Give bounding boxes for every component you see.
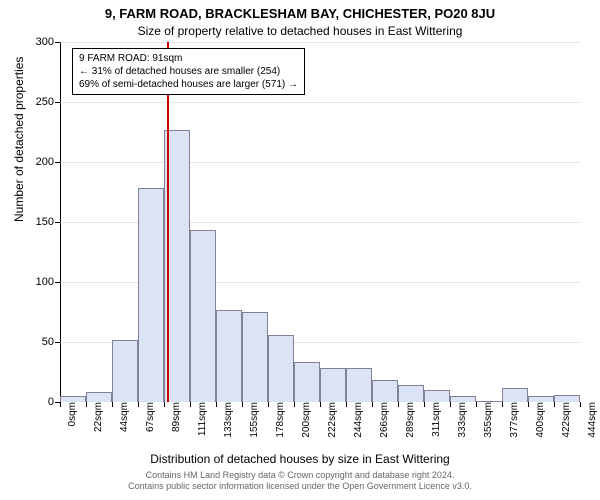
x-tick-mark <box>528 402 529 407</box>
x-tick-label: 422sqm <box>557 402 572 438</box>
x-tick-label: 200sqm <box>297 402 312 438</box>
x-tick-label: 111sqm <box>193 402 208 436</box>
x-tick-label: 155sqm <box>245 402 260 438</box>
x-tick-mark <box>294 402 295 407</box>
x-tick-mark <box>320 402 321 407</box>
x-tick-mark <box>216 402 217 407</box>
x-tick-mark <box>164 402 165 407</box>
x-tick-mark <box>60 402 61 407</box>
histogram-bar <box>86 392 112 402</box>
x-tick-mark <box>346 402 347 407</box>
y-tick-label: 100 <box>36 276 60 288</box>
footer-line-2: Contains public sector information licen… <box>0 481 600 492</box>
x-tick-label: 44sqm <box>115 402 130 432</box>
chart-title: 9, FARM ROAD, BRACKLESHAM BAY, CHICHESTE… <box>0 6 600 21</box>
chart-container: 9, FARM ROAD, BRACKLESHAM BAY, CHICHESTE… <box>0 0 600 500</box>
y-tick-label: 200 <box>36 156 60 168</box>
x-tick-mark <box>372 402 373 407</box>
x-tick-label: 377sqm <box>505 402 520 438</box>
x-tick-mark <box>398 402 399 407</box>
legend-box: 9 FARM ROAD: 91sqm ← 31% of detached hou… <box>72 48 305 95</box>
histogram-bar <box>502 388 528 402</box>
x-tick-label: 444sqm <box>583 402 598 438</box>
x-tick-mark <box>242 402 243 407</box>
x-tick-mark <box>112 402 113 407</box>
histogram-bar <box>216 310 242 402</box>
x-tick-label: 178sqm <box>271 402 286 438</box>
x-tick-label: 355sqm <box>479 402 494 438</box>
y-tick-label: 50 <box>42 336 60 348</box>
y-tick-label: 0 <box>48 396 60 408</box>
y-tick-label: 250 <box>36 96 60 108</box>
x-tick-mark <box>190 402 191 407</box>
x-tick-label: 266sqm <box>375 402 390 438</box>
y-axis-label: Number of detached properties <box>12 57 26 222</box>
y-tick-label: 300 <box>36 36 60 48</box>
x-tick-mark <box>268 402 269 407</box>
x-tick-label: 0sqm <box>63 402 78 426</box>
histogram-bar <box>320 368 346 402</box>
legend-line-1: 9 FARM ROAD: 91sqm <box>79 52 298 65</box>
reference-line <box>167 42 169 402</box>
x-tick-label: 133sqm <box>219 402 234 438</box>
x-tick-label: 400sqm <box>531 402 546 438</box>
legend-line-3: 69% of semi-detached houses are larger (… <box>79 78 298 91</box>
grid-line <box>60 102 580 103</box>
x-tick-label: 311sqm <box>427 402 442 437</box>
histogram-bar <box>268 335 294 402</box>
plot-area: 0501001502002503000sqm22sqm44sqm67sqm89s… <box>60 42 580 402</box>
x-tick-label: 333sqm <box>453 402 468 438</box>
x-tick-mark <box>502 402 503 407</box>
histogram-bar <box>138 188 164 402</box>
footer-line-1: Contains HM Land Registry data © Crown c… <box>0 470 600 481</box>
y-tick-label: 150 <box>36 216 60 228</box>
x-tick-mark <box>580 402 581 407</box>
x-tick-mark <box>424 402 425 407</box>
x-tick-mark <box>450 402 451 407</box>
histogram-bar <box>398 385 424 402</box>
histogram-bar <box>294 362 320 402</box>
x-tick-label: 89sqm <box>167 402 182 432</box>
histogram-bar <box>554 395 580 402</box>
x-axis-label: Distribution of detached houses by size … <box>0 452 600 466</box>
chart-subtitle: Size of property relative to detached ho… <box>0 24 600 38</box>
histogram-bar <box>242 312 268 402</box>
x-tick-mark <box>138 402 139 407</box>
x-tick-mark <box>554 402 555 407</box>
grid-line <box>60 162 580 163</box>
histogram-bar <box>112 340 138 402</box>
footer-text: Contains HM Land Registry data © Crown c… <box>0 470 600 492</box>
x-tick-label: 222sqm <box>323 402 338 438</box>
histogram-bar <box>424 390 450 402</box>
histogram-bar <box>372 380 398 402</box>
x-tick-label: 289sqm <box>401 402 416 438</box>
x-tick-label: 67sqm <box>141 402 156 432</box>
x-tick-mark <box>86 402 87 407</box>
grid-line <box>60 42 580 43</box>
histogram-bar <box>346 368 372 402</box>
legend-line-2: ← 31% of detached houses are smaller (25… <box>79 65 298 78</box>
x-tick-label: 244sqm <box>349 402 364 438</box>
x-tick-mark <box>476 402 477 407</box>
x-tick-label: 22sqm <box>89 402 104 432</box>
histogram-bar <box>190 230 216 402</box>
